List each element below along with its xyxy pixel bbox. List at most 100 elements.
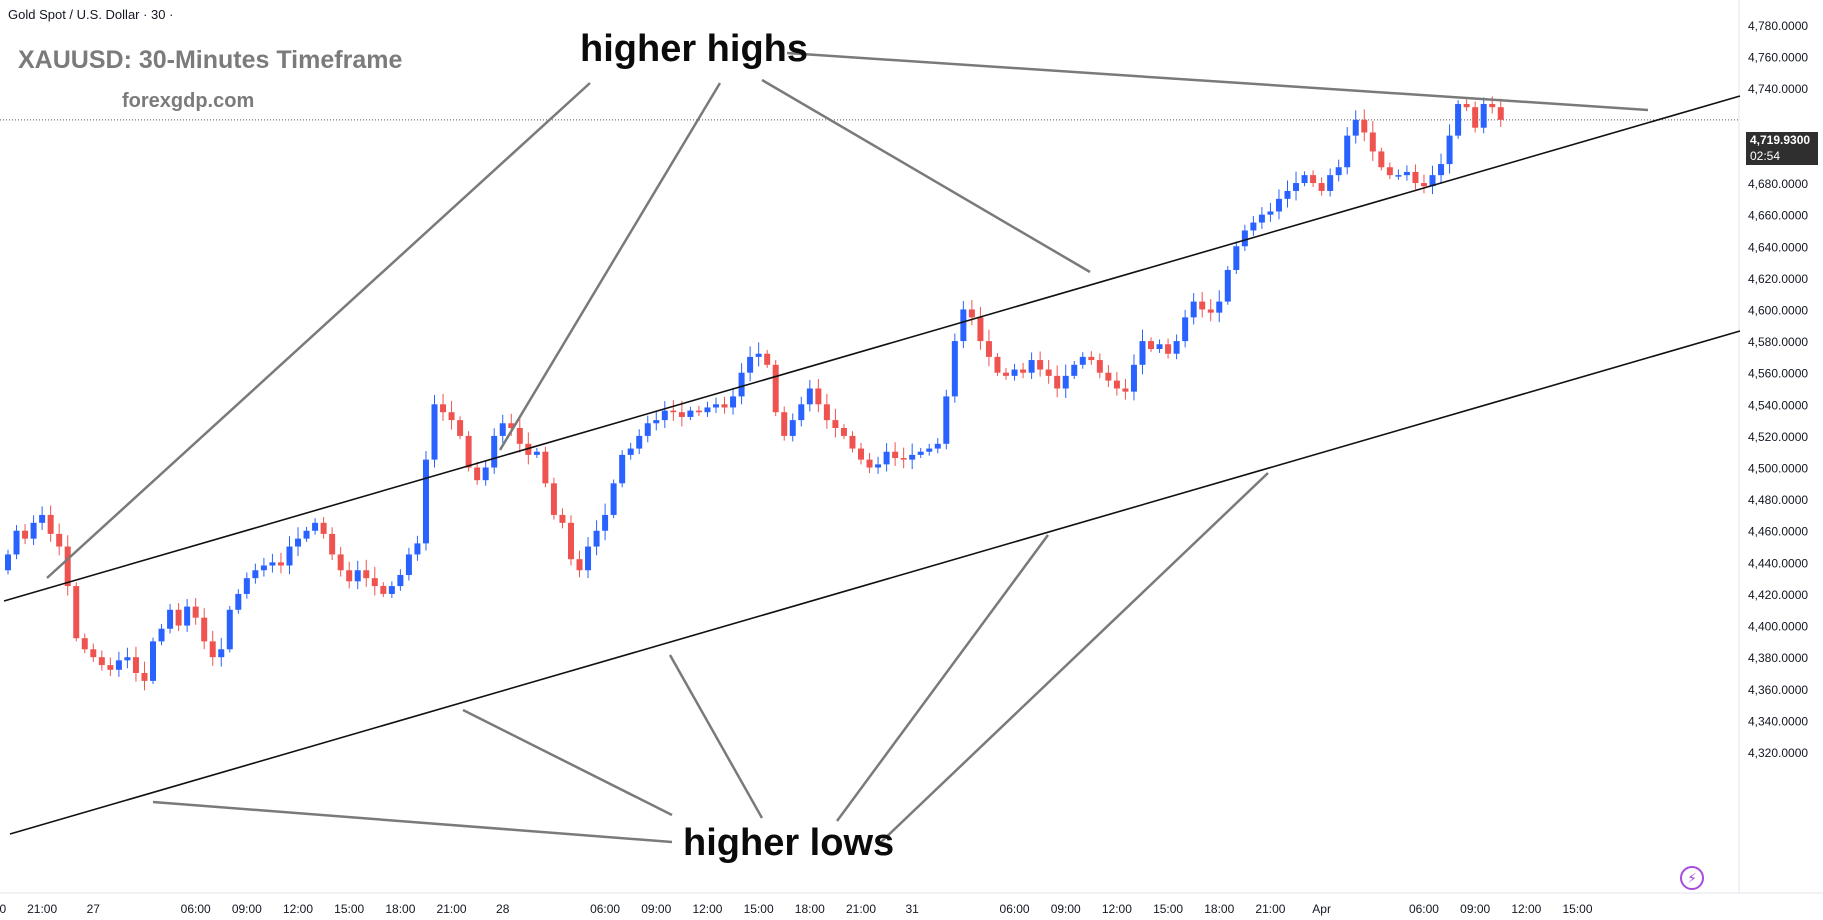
candle-body xyxy=(678,412,685,417)
time-tick-label: 21:00 xyxy=(27,902,57,916)
candle-body xyxy=(610,483,617,515)
price-tick-label: 4,560.0000 xyxy=(1748,367,1808,381)
candle-body xyxy=(985,341,992,357)
candle-body xyxy=(465,435,472,468)
price-tick-label: 4,740.0000 xyxy=(1748,82,1808,96)
price-tick-label: 4,440.0000 xyxy=(1748,556,1808,570)
candle-body xyxy=(1310,175,1317,184)
time-tick-label: 09:00 xyxy=(232,902,262,916)
candle-body xyxy=(329,533,336,555)
lightning-icon[interactable]: ⚡ xyxy=(1680,866,1704,890)
price-axis-labels: 4,780.00004,760.00004,740.00004,700.0000… xyxy=(1748,19,1808,760)
candle-body xyxy=(448,412,455,421)
higher-highs-arrow-2 xyxy=(498,82,722,451)
price-tick-label: 4,680.0000 xyxy=(1748,177,1808,191)
candle-body xyxy=(1275,198,1282,212)
candle-body xyxy=(1284,190,1291,199)
candle-body xyxy=(576,559,583,571)
candle-body xyxy=(1233,246,1240,270)
candle-body xyxy=(1258,214,1265,223)
candle-body xyxy=(1003,372,1010,376)
candle-body xyxy=(1361,119,1368,133)
price-tick-label: 4,540.0000 xyxy=(1748,398,1808,412)
time-tick-label: 12:00 xyxy=(692,902,722,916)
candle-body xyxy=(806,388,813,405)
candle-body xyxy=(661,410,668,421)
lower-channel-line xyxy=(9,330,1741,835)
candle-body xyxy=(1455,104,1462,136)
candle-body xyxy=(917,451,924,455)
bar-countdown: 02:54 xyxy=(1750,149,1781,163)
candle-body xyxy=(1182,317,1189,342)
candle-body xyxy=(619,454,626,484)
candle-body xyxy=(98,657,105,666)
chart-title: XAUUSD: 30-Minutes Timeframe xyxy=(18,46,403,74)
time-tick-label: 09:00 xyxy=(641,902,671,916)
time-tick-label: 18:00 xyxy=(1204,902,1234,916)
candle-body xyxy=(354,570,361,582)
candle-body xyxy=(440,404,447,413)
candle-body xyxy=(295,538,302,547)
time-tick-label: 06:00 xyxy=(181,902,211,916)
candle-body xyxy=(730,396,737,408)
candle-body xyxy=(704,407,711,413)
candle-body xyxy=(1148,341,1155,349)
candle-body xyxy=(1335,167,1342,176)
time-tick-label: 12:00 xyxy=(283,902,313,916)
price-tick-label: 4,360.0000 xyxy=(1748,683,1808,697)
price-tick-label: 4,420.0000 xyxy=(1748,588,1808,602)
time-axis-labels: 00 21:00 27 06:00 09:00 12:00 15:00 18:00 21:00 2… xyxy=(0,902,1593,916)
candle-body xyxy=(1403,171,1410,176)
candle-body xyxy=(124,657,131,661)
candle-body xyxy=(141,672,148,681)
candle-body xyxy=(209,641,216,658)
candle-body xyxy=(934,443,941,449)
candle-body xyxy=(1480,104,1487,128)
candle-body xyxy=(738,372,745,397)
time-tick-label: 09:00 xyxy=(1051,902,1081,916)
candle-body xyxy=(721,404,728,408)
symbol-line: Gold Spot / U.S. Dollar · 30 · xyxy=(8,7,174,22)
candle-body xyxy=(977,317,984,342)
candle-body xyxy=(422,459,429,544)
higher-lows-arrow-2 xyxy=(462,708,673,817)
candle-body xyxy=(1122,388,1129,392)
candle-body xyxy=(1420,183,1427,187)
time-tick-label: 15:00 xyxy=(744,902,774,916)
candle-body xyxy=(397,574,404,587)
candle-body xyxy=(1378,151,1385,168)
higher-lows-arrow-3 xyxy=(668,654,764,819)
candle-body xyxy=(226,609,233,650)
candle-body xyxy=(482,467,489,481)
candle-body xyxy=(892,451,899,459)
price-tick-label: 4,460.0000 xyxy=(1748,525,1808,539)
candle-body xyxy=(175,609,182,626)
candle-body xyxy=(712,404,719,408)
candle-body xyxy=(47,514,54,534)
candle-body xyxy=(201,617,208,642)
candle-body xyxy=(951,341,958,397)
candle-body xyxy=(542,451,549,484)
candle-body xyxy=(1071,364,1078,376)
candle-body xyxy=(644,423,651,436)
price-tick-label: 4,500.0000 xyxy=(1748,462,1808,476)
candle-body xyxy=(789,420,796,436)
candle-body xyxy=(1054,375,1061,389)
time-tick-label: 06:00 xyxy=(590,902,620,916)
candle-body xyxy=(1293,183,1300,191)
candle-body xyxy=(1020,369,1027,373)
time-tick-label: 06:00 xyxy=(1000,902,1030,916)
candle-body xyxy=(585,546,592,571)
candle-body xyxy=(56,533,63,547)
candle-body xyxy=(1062,375,1069,389)
time-tick-label: 21:00 xyxy=(846,902,876,916)
price-tick-label: 4,660.0000 xyxy=(1748,209,1808,223)
candle-body xyxy=(909,454,916,460)
trendlines xyxy=(3,95,1741,835)
price-tick-label: 4,380.0000 xyxy=(1748,651,1808,665)
candle-body xyxy=(1139,341,1146,365)
higher-lows-arrow-5 xyxy=(879,472,1269,844)
candle-body xyxy=(1463,104,1470,108)
candle-body xyxy=(371,578,378,587)
